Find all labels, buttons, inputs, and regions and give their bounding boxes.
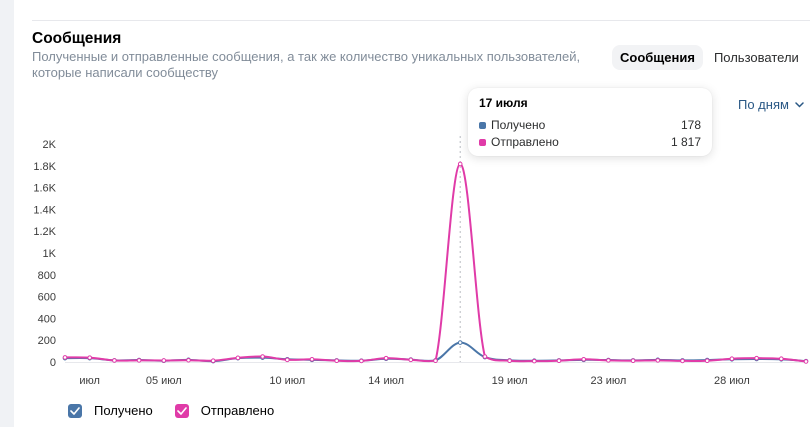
tooltip-label-received: Получено [491, 118, 546, 132]
tooltip-date: 17 июля [479, 96, 528, 110]
chart-tooltip: 17 июля Получено 178 Отправлено 1 817 [468, 88, 712, 156]
x-tick-label: 19 июл [492, 375, 528, 387]
check-icon [70, 406, 80, 415]
data-point-sent [260, 354, 265, 359]
x-tick-label: 05 июл [146, 375, 182, 387]
data-point-sent [62, 355, 68, 360]
data-point-sent [729, 356, 735, 362]
data-point-sent [754, 355, 759, 361]
data-point-sent [383, 355, 389, 361]
received-color-marker [479, 121, 486, 129]
y-tick-label: 1.2K [33, 226, 56, 238]
tab-messages[interactable]: Сообщения [612, 45, 703, 70]
data-point-sent [680, 358, 685, 364]
x-tick-label: июл [79, 375, 100, 387]
period-select-label: По дням [738, 97, 789, 112]
data-point-sent [779, 356, 784, 362]
x-tick-label: 28 июл [714, 375, 750, 387]
data-point-sent [457, 161, 463, 167]
data-point-sent [803, 359, 809, 364]
data-point-sent [359, 358, 364, 364]
data-point-sent [433, 358, 438, 363]
legend-label-sent: Отправлено [200, 403, 275, 418]
data-point-sent [507, 358, 512, 363]
data-point-sent [482, 354, 488, 359]
x-tick-label: 23 июл [590, 375, 626, 387]
data-point-sent [136, 358, 142, 363]
y-tick-label: 1.8K [33, 161, 56, 173]
tooltip-row-sent: Отправлено 1 817 [479, 135, 701, 149]
tooltip-value-sent: 1 817 [670, 135, 701, 149]
data-point-sent [334, 358, 340, 363]
tooltip-row-received: Получено 178 [479, 118, 701, 132]
y-tick-label: 2K [43, 139, 57, 151]
data-point-sent [606, 358, 611, 363]
data-point-sent [655, 358, 661, 363]
section-divider [32, 20, 810, 21]
data-point-received [457, 340, 463, 345]
y-tick-label: 800 [38, 270, 56, 282]
data-point-sent [408, 357, 414, 363]
y-tick-label: 0 [50, 357, 56, 369]
series-line-sent [64, 162, 807, 363]
tooltip-label-sent: Отправлено [491, 135, 559, 149]
tab-switcher: Сообщения Пользователи [612, 45, 807, 70]
y-tick-label: 600 [38, 292, 56, 304]
legend-item-sent[interactable]: Отправлено [174, 403, 275, 418]
x-tick-label: 10 июл [269, 375, 305, 387]
check-icon [176, 406, 187, 415]
data-point-sent [161, 358, 167, 363]
y-tick-label: 1.4K [33, 204, 56, 216]
data-point-sent [285, 357, 290, 363]
tab-users[interactable]: Пользователи [713, 50, 799, 65]
sent-color-marker [479, 138, 486, 146]
data-point-sent [532, 358, 537, 364]
y-tick-label: 1.6K [33, 183, 56, 195]
legend-label-received: Получено [94, 403, 153, 418]
period-select[interactable]: По дням [738, 97, 804, 112]
data-point-sent [112, 358, 117, 363]
checkbox-received[interactable] [68, 403, 82, 418]
data-point-sent [581, 356, 587, 362]
left-panel-edge [0, 0, 14, 427]
section-subtitle: Полученные и отправленные сообщения, а т… [32, 49, 581, 80]
data-point-sent [556, 358, 562, 363]
y-tick-label: 200 [38, 335, 56, 347]
data-point-sent [87, 355, 92, 360]
chart-legend: Получено Отправлено [68, 403, 274, 418]
data-point-sent [210, 358, 216, 363]
y-tick-label: 1K [43, 248, 57, 260]
x-tick-label: 14 июл [368, 375, 404, 387]
legend-item-received[interactable]: Получено [68, 403, 153, 418]
section-title: Сообщения [32, 30, 122, 47]
checkbox-sent[interactable] [174, 403, 189, 418]
y-tick-label: 400 [38, 313, 56, 325]
tooltip-value-received: 178 [680, 118, 701, 132]
data-point-sent [309, 356, 315, 362]
data-point-sent [630, 358, 636, 363]
chevron-down-icon [795, 100, 804, 110]
data-point-sent [235, 355, 241, 361]
data-point-sent [186, 357, 191, 363]
data-point-sent [704, 358, 710, 363]
